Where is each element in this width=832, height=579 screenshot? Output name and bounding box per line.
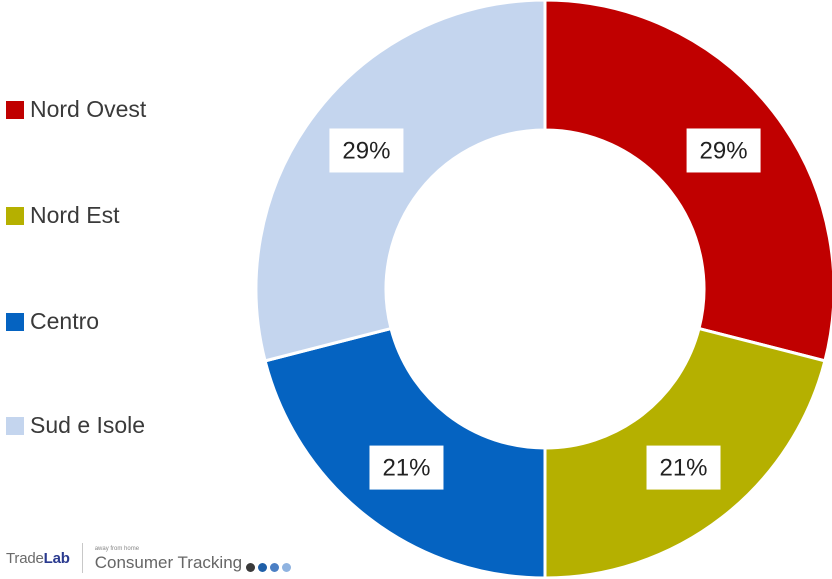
footer-dots — [246, 563, 291, 572]
footer-branding: TradeLab away from home Consumer Trackin… — [6, 540, 291, 576]
slice-data-label: 29% — [687, 128, 761, 172]
donut-slice-nord-ovest — [545, 0, 832, 361]
footer-dot — [270, 563, 279, 572]
footer-divider — [82, 543, 83, 573]
slice-data-label: 21% — [369, 446, 443, 490]
slice-label-text: 29% — [700, 137, 748, 164]
brand-suffix: Lab — [44, 550, 70, 567]
brand-prefix: Trade — [6, 550, 44, 567]
product-logo: away from home Consumer Tracking — [95, 546, 242, 571]
donut-slice-sud-e-isole — [256, 0, 545, 361]
brand-logo: TradeLab — [6, 550, 70, 567]
slice-data-label: 21% — [647, 446, 721, 490]
product-name: Consumer Tracking — [95, 554, 242, 571]
slice-data-label: 29% — [329, 128, 403, 172]
footer-dot — [258, 563, 267, 572]
slice-label-text: 21% — [659, 455, 707, 482]
product-tagline: away from home — [95, 546, 242, 552]
slice-label-text: 29% — [342, 137, 390, 164]
footer-dot — [246, 563, 255, 572]
footer-dot — [282, 563, 291, 572]
slice-label-text: 21% — [382, 455, 430, 482]
